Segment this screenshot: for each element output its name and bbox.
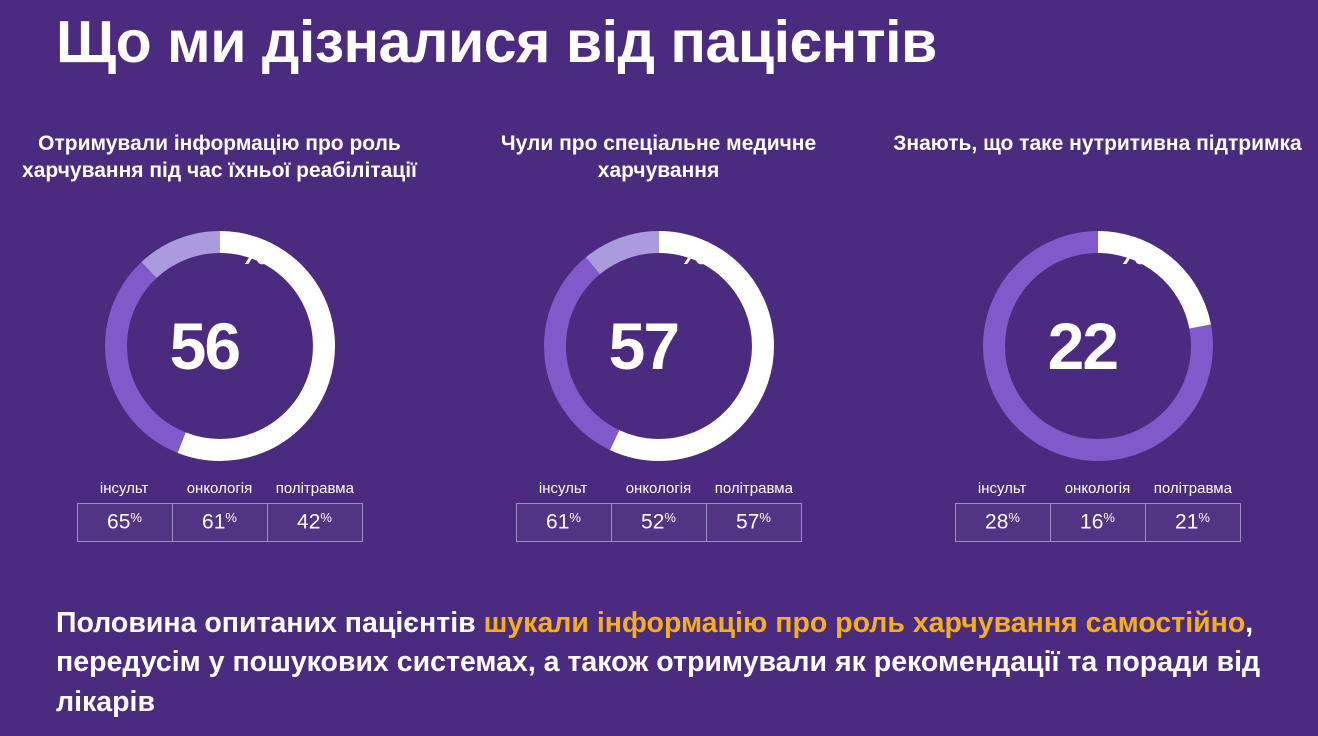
breakdown-value: 42 [297,510,321,534]
breakdown-table-1: інсульт онкологія політравма 65% 61% 42% [76,480,363,543]
donut-center-label: 56 % [104,230,336,462]
breakdown-suffix: % [759,510,771,525]
stat-column-2: Чули про спеціальне медичне харчування 5… [439,130,878,543]
breakdown-value: 21 [1175,510,1199,534]
page-title: Що ми дізналися від пацієнтів [56,9,937,75]
breakdown-value: 65 [107,510,131,534]
column-heading: Знають, що таке нутритивна підтримка [893,132,1302,155]
breakdown-value: 16 [1080,510,1104,534]
breakdown-label: онкологія [186,480,253,497]
column-heading: Чули про спеціальне медичне харчування [500,132,817,183]
breakdown-suffix: % [1198,510,1210,525]
breakdown-cell: 65% [78,504,173,542]
breakdown-value: 61 [202,510,226,534]
breakdown-label: онкологія [1064,480,1131,497]
breakdown-cell: 42% [268,504,362,541]
donut-segment-lavender-arc [543,231,774,461]
breakdown-cell: 28% [956,504,1051,542]
breakdown-suffix: % [130,510,142,525]
footer-highlight: шукали інформацію про роль харчування са… [483,607,1246,639]
footer-note: Половина опитаних пацієнтів шукали інфор… [56,604,1286,722]
donut-value: 56 [169,309,241,383]
breakdown-table-2: інсульт онкологія політравма 61% 52% 57% [515,480,802,543]
breakdown-label: інсульт [977,480,1027,497]
breakdown-label: інсульт [99,480,149,497]
donut-chart-1: 56 % [104,230,336,462]
donut-value: 57 [608,309,680,383]
donut-svg [543,231,774,461]
percent-sign: % [1117,234,1148,272]
stat-column-3: Знають, що таке нутритивна підтримка 22 … [878,130,1317,543]
breakdown-value-row: 61% 52% 57% [515,503,802,543]
donut-value: 22 [1047,309,1119,383]
breakdown-suffix: % [225,510,237,525]
breakdown-label: політравма [1153,480,1232,497]
breakdown-cell: 57% [707,504,801,541]
breakdown-cell: 61% [517,504,612,542]
footer-text-part2: , передусім у пошукових системах, а тако… [56,607,1261,718]
column-heading: Отримували інформацію про роль харчуванн… [22,132,417,183]
stat-column-1: Отримували інформацію про роль харчуванн… [0,130,439,543]
breakdown-value: 52 [641,510,665,534]
breakdown-cell: 61% [173,504,268,542]
breakdown-value: 28 [985,510,1009,534]
percent-sign: % [678,234,709,272]
breakdown-suffix: % [664,510,676,525]
donut-svg [104,231,335,461]
breakdown-cell: 16% [1051,504,1146,542]
breakdown-value: 61 [546,510,570,534]
donut-chart-2: 57 % [543,230,775,462]
breakdown-label: політравма [714,480,793,497]
breakdown-header-row: інсульт онкологія політравма [955,480,1241,503]
breakdown-value-row: 28% 16% 21% [954,503,1241,543]
breakdown-label: онкологія [625,480,692,497]
donut-segment-purple-arc [543,231,774,461]
donut-segment-purple-arc [104,231,335,461]
stats-columns: Отримували інформацію про роль харчуванн… [0,130,1318,543]
footer-text-part1: Половина опитаних пацієнтів [56,607,484,639]
breakdown-suffix: % [1008,510,1020,525]
breakdown-header-row: інсульт онкологія політравма [516,480,802,503]
breakdown-label: політравма [275,480,354,497]
donut-segment-lavender-arc [104,231,335,461]
donut-svg [982,231,1213,461]
breakdown-header-row: інсульт онкологія політравма [77,480,363,503]
breakdown-suffix: % [569,510,581,525]
breakdown-cell: 52% [612,504,707,542]
donut-center-label: 57 % [543,230,775,462]
donut-center-label: 22 % [982,230,1214,462]
breakdown-label: інсульт [538,480,588,497]
breakdown-value: 57 [736,510,760,534]
breakdown-suffix: % [1103,510,1115,525]
donut-chart-3: 22 % [982,230,1214,462]
donut-segment-purple-arc [982,231,1213,461]
breakdown-value-row: 65% 61% 42% [76,503,363,543]
breakdown-suffix: % [320,510,332,525]
breakdown-table-3: інсульт онкологія політравма 28% 16% 21% [954,480,1241,543]
breakdown-cell: 21% [1146,504,1240,541]
percent-sign: % [239,234,270,272]
